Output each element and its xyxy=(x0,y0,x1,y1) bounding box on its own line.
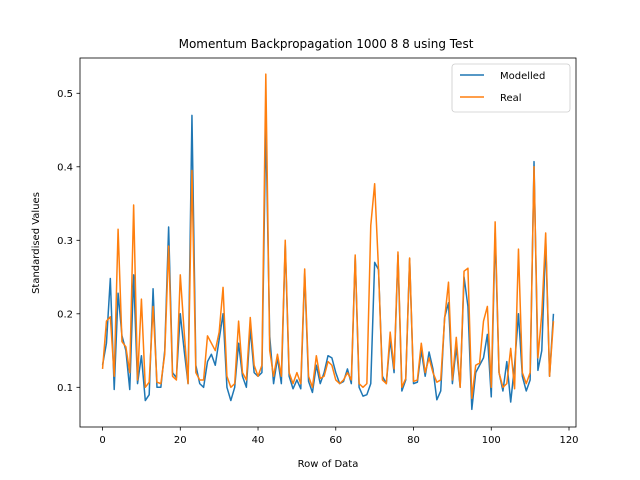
y-axis: 0.1 0.2 0.3 0.4 0.5 xyxy=(57,89,80,394)
x-tick-label: 20 xyxy=(174,435,187,446)
y-tick-label: 0.2 xyxy=(57,309,73,320)
x-tick-label: 0 xyxy=(99,435,105,446)
x-axis: 0 20 40 60 80 100 120 xyxy=(99,427,579,446)
y-tick-label: 0.5 xyxy=(57,89,73,100)
chart-title: Momentum Backpropagation 1000 8 8 using … xyxy=(179,37,474,51)
legend: Modelled Real xyxy=(451,63,571,113)
legend-label-modelled: Modelled xyxy=(500,71,545,82)
series-layer xyxy=(101,73,555,411)
legend-box xyxy=(451,63,571,113)
series-line-real xyxy=(101,73,555,400)
y-tick-label: 0.3 xyxy=(57,236,73,247)
y-tick-label: 0.4 xyxy=(57,162,73,173)
y-tick-label: 0.1 xyxy=(57,383,73,394)
x-axis-title: Row of Data xyxy=(298,459,359,470)
y-axis-title: Standardised Values xyxy=(31,192,42,294)
x-tick-label: 80 xyxy=(407,435,420,446)
x-tick-label: 60 xyxy=(329,435,342,446)
x-tick-label: 40 xyxy=(252,435,265,446)
x-tick-label: 100 xyxy=(482,435,501,446)
legend-label-real: Real xyxy=(500,93,522,104)
plot-frame xyxy=(79,57,577,428)
x-tick-label: 120 xyxy=(559,435,578,446)
